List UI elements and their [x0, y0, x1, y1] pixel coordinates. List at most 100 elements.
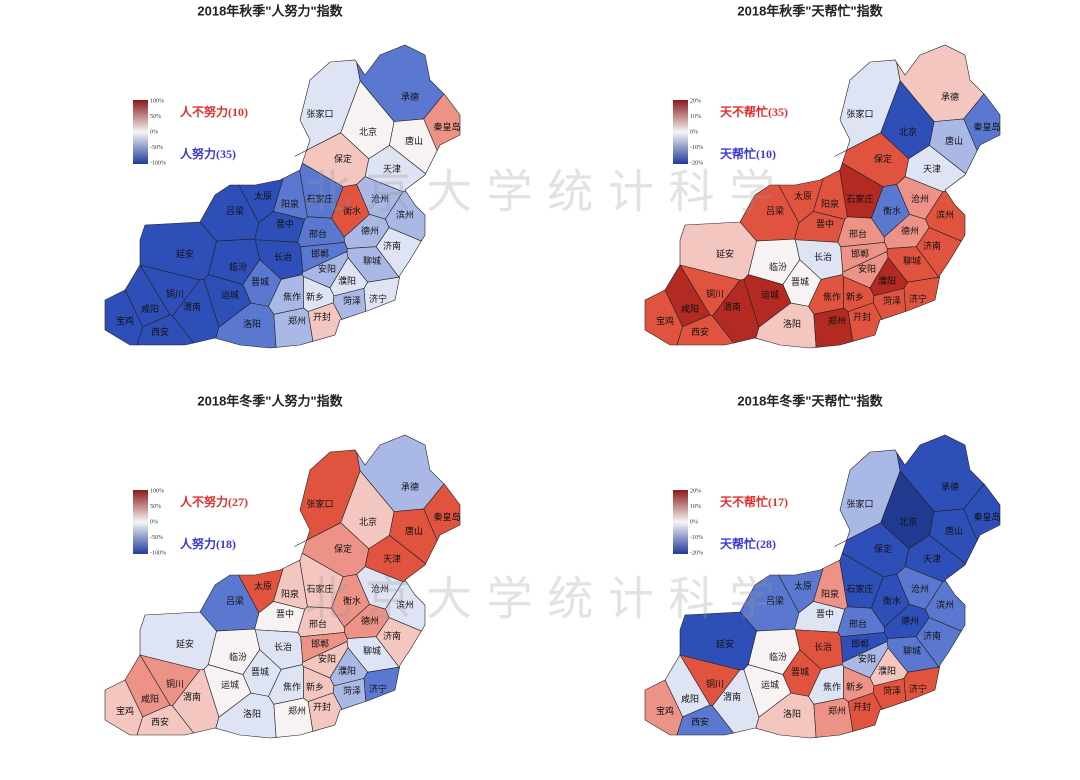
- city-label: 太原: [254, 580, 272, 591]
- city-label: 滨州: [396, 599, 414, 610]
- city-label: 唐山: [945, 525, 963, 536]
- city-label: 郑州: [288, 315, 306, 326]
- region: [834, 59, 901, 157]
- city-label: 运城: [761, 680, 779, 690]
- city-label: 衡水: [883, 205, 901, 216]
- city-label: 济南: [923, 240, 941, 251]
- city-label: 宝鸡: [656, 315, 674, 326]
- city-label: 西安: [151, 326, 169, 337]
- city-label: 济南: [383, 630, 401, 641]
- city-label: 安阳: [858, 653, 876, 664]
- legend-label: 人不努力(10): [180, 104, 248, 119]
- city-label: 晋中: [276, 608, 294, 619]
- legend-tick: -20%: [690, 550, 703, 556]
- region: [813, 307, 854, 348]
- region: [841, 641, 889, 679]
- city-label: 安阳: [318, 653, 336, 664]
- city-label: 晋中: [816, 218, 834, 229]
- city-label: 西安: [691, 326, 709, 337]
- city-label: 宝鸡: [116, 315, 134, 326]
- city-label: 秦皇岛: [973, 511, 1000, 522]
- city-label: 唐山: [945, 135, 963, 146]
- city-label: 济宁: [369, 683, 387, 694]
- city-label: 聊城: [363, 645, 381, 656]
- city-label: 洛阳: [243, 708, 261, 719]
- city-label: 新乡: [306, 681, 324, 692]
- city-label: 延安: [176, 248, 194, 259]
- city-label: 张家口: [846, 108, 873, 119]
- city-label: 长治: [814, 251, 832, 262]
- region: [903, 666, 940, 702]
- city-label: 保定: [874, 153, 892, 164]
- city-label: 太原: [254, 190, 272, 201]
- region: [389, 118, 438, 175]
- city-label: 长治: [274, 641, 292, 652]
- region: [841, 251, 889, 289]
- city-label: 晋城: [791, 277, 809, 287]
- region: [834, 449, 901, 547]
- city-label: 天津: [923, 164, 941, 174]
- city-label: 沧州: [371, 193, 389, 204]
- city-label: 长治: [274, 251, 292, 262]
- watermark: 北 京 大 学 统 计 科 学: [305, 572, 775, 626]
- legend-tick: -10%: [690, 145, 703, 151]
- city-label: 渭南: [723, 691, 741, 702]
- region: [273, 697, 314, 738]
- region: [294, 449, 361, 547]
- city-label: 石家庄: [846, 583, 873, 594]
- city-label: 张家口: [306, 108, 333, 119]
- city-label: 洛阳: [243, 318, 261, 329]
- city-label: 德州: [361, 225, 379, 236]
- legend-tick: 100%: [150, 488, 164, 494]
- city-label: 晋中: [816, 608, 834, 619]
- city-label: 承德: [941, 481, 959, 492]
- legend-tick: -100%: [150, 160, 166, 166]
- city-label: 沧州: [371, 583, 389, 594]
- city-label: 阳泉: [281, 198, 299, 209]
- legend-label: 人努力(18): [180, 536, 236, 551]
- city-label: 濮阳: [878, 275, 896, 286]
- region: [294, 59, 361, 157]
- legend-tick: 50%: [150, 504, 161, 510]
- city-label: 秦皇岛: [433, 121, 460, 132]
- city-label: 邯郸: [851, 248, 869, 259]
- city-label: 开封: [313, 701, 331, 712]
- city-label: 聊城: [363, 255, 381, 266]
- city-label: 焦作: [283, 681, 301, 692]
- city-label: 晋城: [251, 667, 269, 677]
- legend-label: 人不努力(27): [180, 494, 248, 509]
- legend-bar: [673, 100, 688, 164]
- legend-tick: 0%: [690, 519, 698, 525]
- city-label: 邯郸: [311, 248, 329, 259]
- city-label: 北京: [359, 516, 377, 527]
- city-label: 济宁: [909, 293, 927, 304]
- city-label: 保定: [334, 543, 352, 554]
- map-title: 2018年秋季"人努力"指数: [197, 3, 343, 18]
- city-label: 吕梁: [766, 595, 784, 606]
- city-label: 沧州: [911, 583, 929, 594]
- city-label: 新乡: [846, 291, 864, 302]
- city-label: 濮阳: [338, 665, 356, 676]
- city-label: 北京: [359, 126, 377, 137]
- city-label: 保定: [874, 543, 892, 554]
- city-label: 渭南: [723, 301, 741, 312]
- legend-bar: [133, 100, 148, 164]
- map-title: 2018年冬季"人努力"指数: [197, 393, 343, 408]
- city-label: 德州: [901, 225, 919, 236]
- legend-label: 人努力(35): [180, 146, 236, 161]
- city-label: 济南: [923, 630, 941, 641]
- city-label: 天津: [383, 164, 401, 174]
- city-label: 濮阳: [338, 275, 356, 286]
- region: [644, 289, 684, 346]
- city-label: 开封: [853, 701, 871, 712]
- city-label: 菏泽: [343, 296, 361, 306]
- city-label: 石家庄: [306, 583, 333, 594]
- city-label: 延安: [716, 638, 734, 649]
- region: [273, 307, 314, 348]
- city-label: 聊城: [903, 255, 921, 266]
- region: [389, 508, 438, 565]
- legend-tick: -20%: [690, 160, 703, 166]
